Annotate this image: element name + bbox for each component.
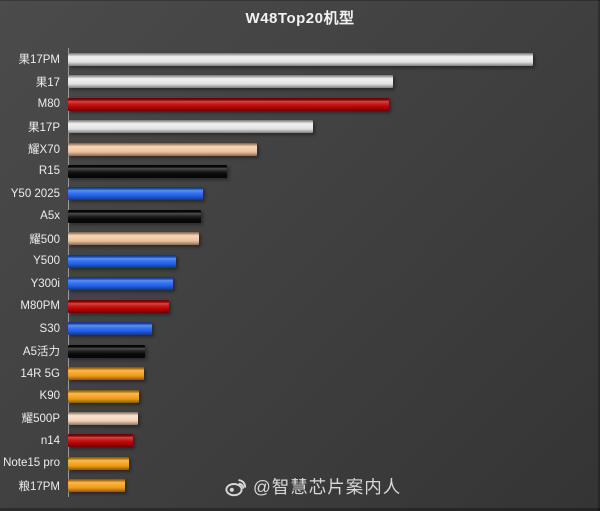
bar-S30 <box>68 322 153 336</box>
bar-track <box>68 456 600 470</box>
bar-Y50 2025 <box>68 187 203 201</box>
category-label: 14R 5G <box>20 367 60 380</box>
bar-A5x <box>68 209 201 223</box>
category-label: S30 <box>39 322 60 335</box>
bar-track <box>68 142 600 156</box>
chart-row: Y500 <box>0 250 600 272</box>
bar-R15 <box>68 164 227 178</box>
category-label: 耀X70 <box>28 144 60 157</box>
category-label: 耀500 <box>29 233 60 246</box>
bar-track <box>68 389 600 403</box>
bar-track <box>68 367 600 381</box>
category-label: 粮17PM <box>18 480 60 493</box>
chart-row: A5x <box>0 205 600 227</box>
bar-果17PM <box>68 52 533 66</box>
chart-row: R15 <box>0 160 600 182</box>
category-label: Y300i <box>30 277 60 290</box>
category-label: K90 <box>39 390 60 403</box>
chart-row: 14R 5G <box>0 362 600 384</box>
bar-果17 <box>68 75 393 89</box>
bar-track <box>68 299 600 313</box>
category-label: A5活力 <box>22 346 60 359</box>
chart-row: 耀X70 <box>0 138 600 160</box>
bar-track <box>68 254 600 268</box>
category-label: 果17P <box>28 121 60 134</box>
chart-row: 果17PM <box>0 48 600 70</box>
category-label: M80 <box>37 98 60 111</box>
chart-row: 果17 <box>0 70 600 92</box>
chart-row: Y300i <box>0 273 600 295</box>
chart-row: M80PM <box>0 295 600 317</box>
chart-row: 耀500P <box>0 407 600 429</box>
bar-n14 <box>68 434 134 448</box>
bar-耀X70 <box>68 142 257 156</box>
bar-track <box>68 209 600 223</box>
bar-track <box>68 479 600 493</box>
chart-row: n14 <box>0 430 600 452</box>
bar-14R 5G <box>68 367 144 381</box>
chart-row: Note15 pro <box>0 452 600 474</box>
category-label: A5x <box>40 210 60 223</box>
chart-row: S30 <box>0 317 600 339</box>
bar-M80 <box>68 97 389 111</box>
chart-row: 果17P <box>0 115 600 137</box>
bar-Note15 pro <box>68 456 129 470</box>
bar-track <box>68 232 600 246</box>
bar-track <box>68 344 600 358</box>
bar-track <box>68 52 600 66</box>
category-label: Note15 pro <box>3 457 60 470</box>
bar-track <box>68 187 600 201</box>
chart-row: M80 <box>0 93 600 115</box>
axis-line <box>68 48 69 497</box>
category-label: n14 <box>40 434 60 447</box>
bar-Y300i <box>68 277 174 291</box>
chart-row: 粮17PM <box>0 475 600 497</box>
chart-row: K90 <box>0 385 600 407</box>
chart-title: W48Top20机型 <box>245 10 355 27</box>
bar-track <box>68 97 600 111</box>
category-label: Y500 <box>33 255 60 268</box>
category-label: 果17 <box>35 76 60 89</box>
bar-粮17PM <box>68 479 126 493</box>
category-label: R15 <box>38 165 60 178</box>
bar-耀500 <box>68 232 199 246</box>
chart-rows: 果17PM 果17 M80 果17P 耀X70 R15 Y50 2025 A5x 耀500 Y50… <box>0 48 600 497</box>
category-label: 耀500P <box>21 413 60 426</box>
bar-K90 <box>68 389 140 403</box>
chart-row: A5活力 <box>0 340 600 362</box>
bar-耀500P <box>68 411 139 425</box>
bar-track <box>68 322 600 336</box>
category-label: 果17PM <box>18 54 60 67</box>
category-label: M80PM <box>20 300 60 313</box>
bar-果17P <box>68 120 314 134</box>
watermark-handle: @智慧芯片案内人 <box>253 477 402 497</box>
bar-Y500 <box>68 254 176 268</box>
bar-track <box>68 75 600 89</box>
chart-row: 耀500 <box>0 228 600 250</box>
watermark: @智慧芯片案内人 <box>224 474 401 499</box>
weibo-icon <box>224 475 248 499</box>
bar-A5活力 <box>68 344 146 358</box>
chart-row: Y50 2025 <box>0 183 600 205</box>
bar-track <box>68 164 600 178</box>
bar-track <box>68 434 600 448</box>
bar-track <box>68 411 600 425</box>
bar-track <box>68 277 600 291</box>
bar-track <box>68 120 600 134</box>
category-label: Y50 2025 <box>10 187 60 200</box>
bar-M80PM <box>68 299 169 313</box>
